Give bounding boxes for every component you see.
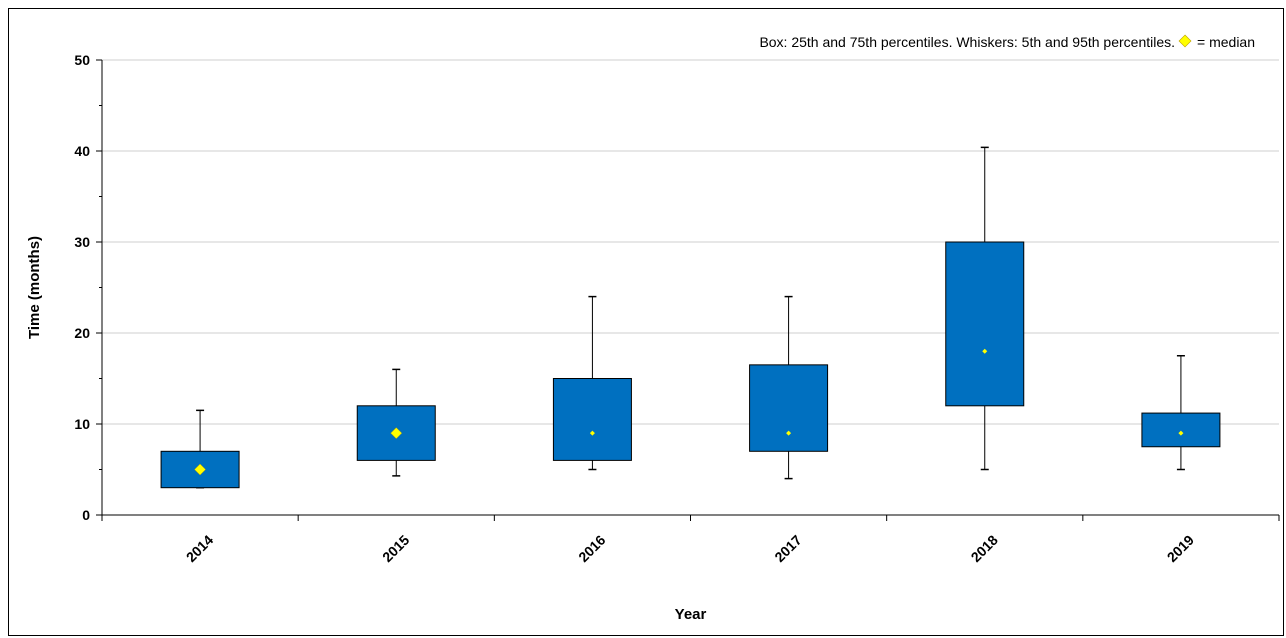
x-axis-title: Year	[675, 606, 707, 623]
x-tick-label: 2018	[968, 532, 1001, 565]
median-marker	[982, 348, 988, 354]
iqr-box	[552, 378, 632, 461]
chart-frame: 0 10 20 30 40 50 2014 2015 2016 2017 2018 2019 Time …	[8, 8, 1284, 636]
x-tick-label: 2015	[379, 532, 412, 565]
y-tick-label: 20	[74, 325, 90, 341]
y-tick-label: 0	[82, 507, 90, 523]
median-legend-icon	[1178, 34, 1192, 48]
y-tick-label: 10	[74, 416, 90, 432]
x-tick-label: 2016	[575, 532, 608, 565]
note-prefix: Box: 25th and 75th percentiles. Whiskers…	[759, 34, 1175, 50]
iqr-box	[1141, 412, 1221, 448]
y-tick-label: 50	[74, 52, 90, 68]
note-suffix: = median	[1197, 34, 1255, 50]
x-tick-label: 2017	[771, 532, 804, 565]
x-tick-label: 2014	[183, 532, 216, 565]
median-marker	[786, 430, 792, 436]
median-marker	[589, 430, 595, 436]
median-marker	[1178, 430, 1184, 436]
y-tick-label: 30	[74, 234, 90, 250]
iqr-box	[749, 364, 829, 452]
median-marker	[194, 463, 206, 476]
x-tick-label: 2019	[1164, 532, 1197, 565]
iqr-box	[945, 241, 1025, 407]
box-plot-chart: 0 10 20 30 40 50 2014 2015 2016 2017 2018 2019 Time …	[26, 34, 1280, 623]
median-marker	[390, 427, 403, 439]
y-tick-label: 40	[74, 143, 90, 159]
y-axis-title: Time (months)	[26, 236, 43, 339]
